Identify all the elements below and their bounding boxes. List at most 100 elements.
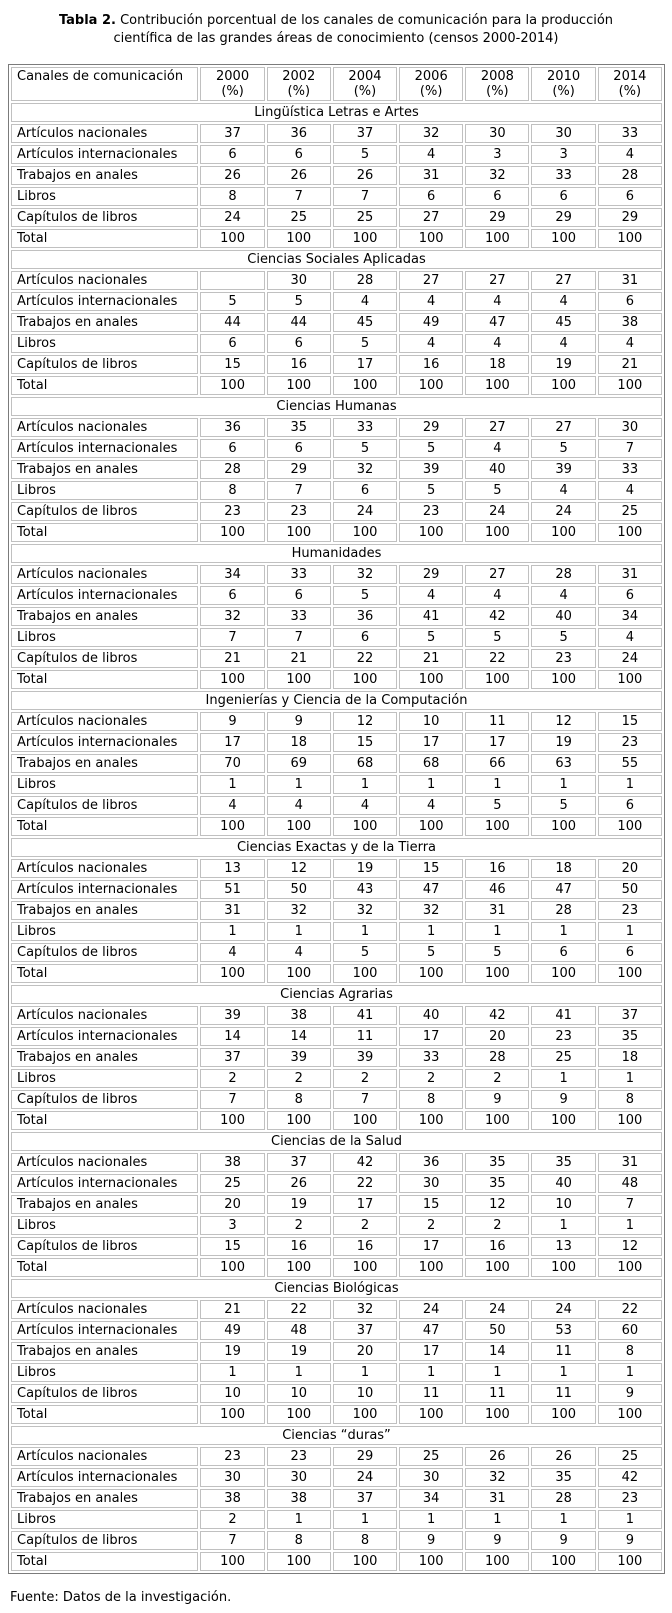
table-caption-text: Contribución porcentual de los canales d… (113, 13, 614, 47)
value-cell: 5 (465, 628, 530, 648)
value-cell: 38 (200, 1489, 265, 1509)
value-cell: 37 (200, 1048, 265, 1068)
value-cell: 68 (332, 754, 398, 774)
value-cell: 15 (399, 1195, 464, 1215)
row-label: Artículos internacionales (11, 733, 199, 753)
value-cell: 33 (266, 565, 331, 585)
value-cell: 1 (399, 1363, 464, 1383)
value-cell: 10 (531, 1195, 596, 1215)
section-title: Ciencias Humanas (11, 397, 662, 417)
column-header-2002: 2002 (%) (266, 67, 331, 102)
value-cell: 1 (266, 1363, 331, 1383)
value-cell: 6 (332, 628, 398, 648)
row-label: Libros (11, 1510, 199, 1530)
table-header-row: Canales de comunicación 2000 (%) 2002 (%) 200… (11, 67, 662, 102)
value-cell: 100 (200, 1552, 265, 1572)
table-row: Libros 7 7 6 5 5 5 4 (11, 628, 662, 648)
value-cell: 5 (399, 439, 464, 459)
value-cell: 100 (200, 523, 265, 543)
value-cell: 4 (531, 292, 596, 312)
value-cell: 24 (200, 208, 265, 228)
row-label: Trabajos en anales (11, 754, 199, 774)
row-label: Trabajos en anales (11, 607, 199, 627)
value-cell: 11 (465, 1384, 530, 1404)
value-cell: 16 (399, 355, 464, 375)
table-caption: Tabla 2. Contribución porcentual de los … (36, 12, 636, 48)
value-cell: 5 (465, 943, 530, 963)
table-row: Libros 1 1 1 1 1 1 1 (11, 1363, 662, 1383)
row-label: Total (11, 670, 199, 690)
value-cell: 2 (266, 1216, 331, 1236)
value-cell: 4 (399, 292, 464, 312)
value-cell: 32 (465, 166, 530, 186)
value-cell: 100 (531, 670, 596, 690)
value-cell: 1 (597, 775, 662, 795)
value-cell: 30 (399, 1468, 464, 1488)
table-row: Trabajos en anales 38 38 37 34 31 28 23 (11, 1489, 662, 1509)
row-label: Trabajos en anales (11, 901, 199, 921)
row-label: Libros (11, 1363, 199, 1383)
value-cell: 38 (597, 313, 662, 333)
value-cell: 16 (266, 1237, 331, 1257)
table-row: Capítulos de libros 4 4 5 5 5 6 6 (11, 943, 662, 963)
value-cell: 15 (399, 859, 464, 879)
table-row: Libros 8 7 7 6 6 6 6 (11, 187, 662, 207)
value-cell: 37 (332, 124, 398, 144)
table-row: Trabajos en anales 31 32 32 32 31 28 23 (11, 901, 662, 921)
row-label: Trabajos en anales (11, 1195, 199, 1215)
value-cell: 49 (200, 1321, 265, 1341)
value-cell: 32 (200, 607, 265, 627)
table-row: Artículos internacionales 51 50 43 47 46 47 50 (11, 880, 662, 900)
value-cell: 100 (597, 229, 662, 249)
value-cell: 100 (266, 964, 331, 984)
value-cell: 30 (266, 1468, 331, 1488)
value-cell: 38 (266, 1489, 331, 1509)
value-cell: 100 (399, 1258, 464, 1278)
value-cell: 24 (332, 1468, 398, 1488)
row-label: Artículos internacionales (11, 439, 199, 459)
value-cell: 26 (332, 166, 398, 186)
value-cell: 7 (332, 1090, 398, 1110)
table-row: Artículos nacionales 37 36 37 32 30 30 33 (11, 124, 662, 144)
value-cell: 6 (200, 145, 265, 165)
section-title: Ciencias Sociales Aplicadas (11, 250, 662, 270)
value-cell: 23 (597, 733, 662, 753)
value-cell: 8 (597, 1342, 662, 1362)
value-cell: 100 (465, 1258, 530, 1278)
row-label: Capítulos de libros (11, 502, 199, 522)
value-cell: 29 (531, 208, 596, 228)
value-cell: 1 (399, 1510, 464, 1530)
value-cell: 5 (332, 439, 398, 459)
value-cell: 8 (266, 1090, 331, 1110)
value-cell: 4 (399, 334, 464, 354)
value-cell: 100 (266, 376, 331, 396)
row-label: Total (11, 964, 199, 984)
value-cell: 4 (266, 796, 331, 816)
value-cell: 8 (399, 1090, 464, 1110)
value-cell: 42 (465, 1006, 530, 1026)
value-cell: 4 (399, 796, 464, 816)
row-label: Artículos nacionales (11, 565, 199, 585)
value-cell: 100 (332, 1405, 398, 1425)
percent-unit-label: (%) (618, 84, 642, 100)
value-cell: 23 (597, 901, 662, 921)
value-cell: 1 (266, 775, 331, 795)
value-cell: 19 (531, 355, 596, 375)
row-label: Libros (11, 628, 199, 648)
value-cell: 32 (465, 1468, 530, 1488)
value-cell: 20 (200, 1195, 265, 1215)
value-cell: 6 (266, 145, 331, 165)
section-title: Humanidades (11, 544, 662, 564)
value-cell: 31 (465, 901, 530, 921)
value-cell: 8 (597, 1090, 662, 1110)
section-header-row: Lingüística Letras e Artes (11, 103, 662, 123)
value-cell: 7 (597, 439, 662, 459)
value-cell: 1 (332, 1510, 398, 1530)
value-cell: 34 (597, 607, 662, 627)
value-cell: 30 (597, 418, 662, 438)
value-cell: 16 (465, 1237, 530, 1257)
value-cell: 100 (465, 964, 530, 984)
value-cell: 53 (531, 1321, 596, 1341)
value-cell: 6 (597, 796, 662, 816)
value-cell: 100 (200, 1111, 265, 1131)
